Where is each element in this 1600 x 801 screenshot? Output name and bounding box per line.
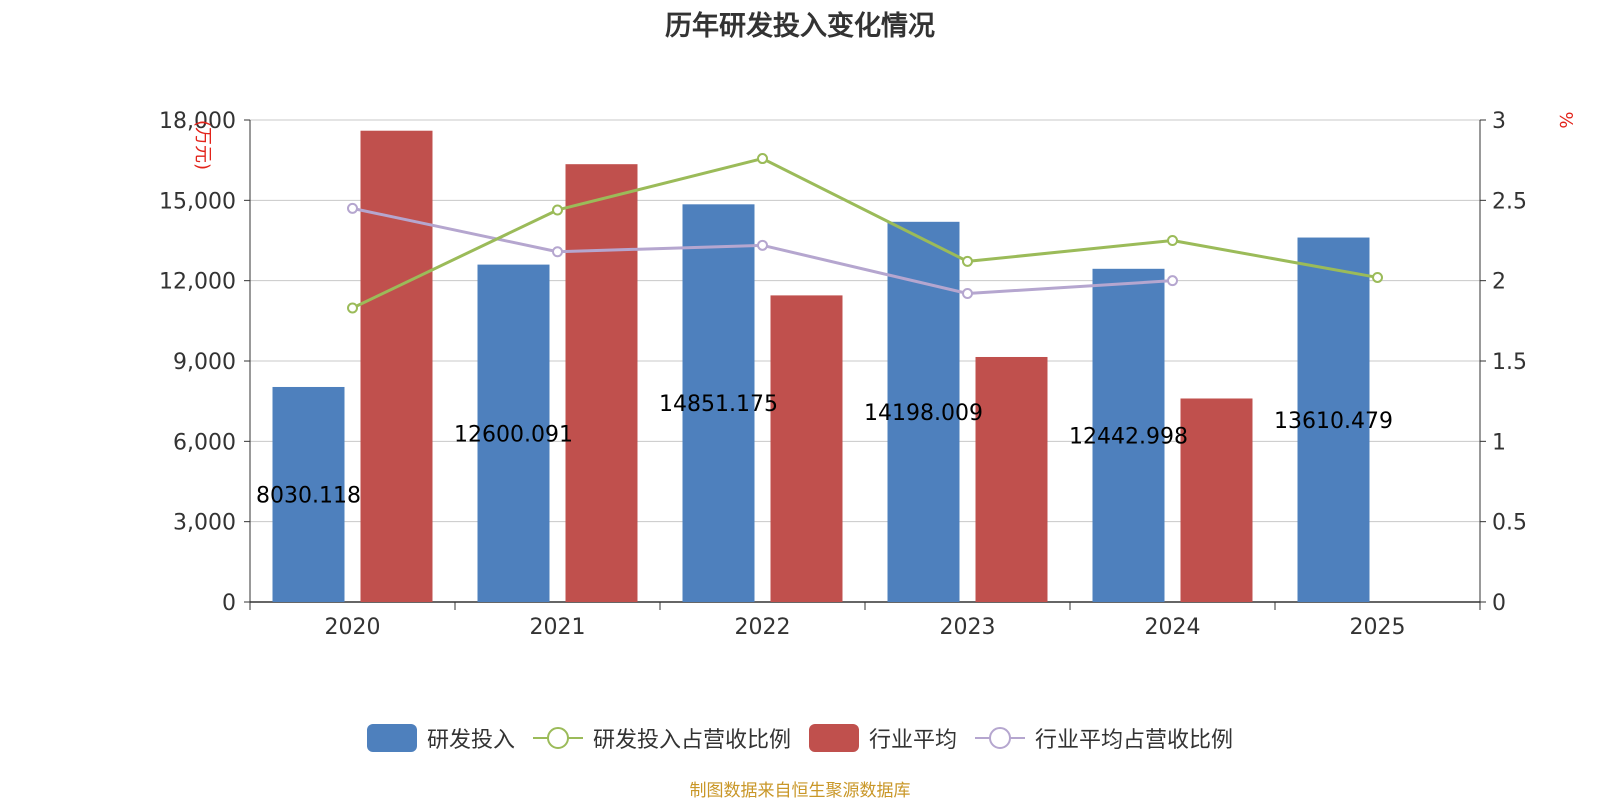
legend-item-industry[interactable]: 行业平均 [809,722,957,754]
point-rd-ratio-2023 [962,255,973,267]
y-right-tick-label: 2.5 [1492,189,1527,214]
data-label-rd-2023: 14198.009 [864,401,983,426]
bar-rd-2020 [272,386,345,602]
data-source-note: 制图数据来自恒生聚源数据库 [689,781,911,801]
point-rd-ratio-2024 [1167,235,1178,246]
point-industry-ratio-2021 [552,246,563,258]
data-label-rd-2020: 8030.118 [256,483,361,508]
x-tick-label: 2020 [325,615,381,640]
legend-label-industry-ratio: 行业平均占营收比例 [1035,728,1234,753]
x-tick-label: 2025 [1350,615,1406,640]
line-rd-ratio [351,157,1378,310]
x-tick-label: 2024 [1145,615,1201,640]
x-tick-label: 2021 [530,615,586,640]
y-left-tick-label: 15,000 [159,189,236,214]
bar-rd-2021 [477,264,550,602]
bar-industry-2023 [975,356,1048,602]
point-rd-ratio-2025 [1372,271,1383,283]
bar-industry-2022 [770,295,843,602]
y-right-tick-label: 1.5 [1492,350,1527,375]
legend-swatch-rd-ratio [532,724,583,752]
legend-label-industry: 行业平均 [869,728,958,753]
point-industry-ratio-2024 [1167,275,1178,287]
y-right-tick-label: 2 [1492,270,1506,295]
legend-swatch-industry [809,724,859,752]
chart-title: 历年研发投入变化情况 [665,11,935,42]
y-left-tick-label: 6,000 [173,430,236,455]
y-right-tick-label: 0 [1492,591,1506,616]
legend-swatch-rd [366,724,417,752]
data-label-rd-2025: 13610.479 [1274,409,1393,434]
point-industry-ratio-2020 [347,202,358,214]
bar-rd-2025 [1297,237,1370,602]
legend-label-rd: 研发投入 [426,728,515,753]
y-right-tick-label: 1 [1492,430,1506,455]
y-left-tick-label: 3,000 [173,511,236,536]
y-right-unit: % [1555,111,1576,128]
chart-legend: 研发投入 研发投入占营收比例 行业平均 行业平均占营收比例 [0,722,1600,754]
y-right-tick-label: 3 [1492,109,1506,134]
y-left-tick-label: 18,000 [159,109,236,134]
point-rd-ratio-2020 [347,302,358,314]
bar-rd-2024 [1092,268,1165,602]
x-tick-label: 2023 [940,615,996,640]
bar-rd-2022 [682,204,755,602]
y-right-tick-label: 0.5 [1492,511,1527,536]
point-industry-ratio-2023 [962,288,973,300]
legend-swatch-industry-ratio [975,724,1026,752]
point-rd-ratio-2021 [552,204,563,216]
bar-industry-2021 [565,164,638,602]
bar-industry-2020 [360,130,433,602]
legend-label-rd-ratio: 研发投入占营收比例 [592,728,791,753]
y-left-tick-label: 0 [222,591,236,616]
data-label-rd-2021: 12600.091 [454,422,573,447]
x-tick-label: 2022 [735,615,791,640]
legend-item-rd[interactable]: 研发投入 [366,722,515,754]
legend-item-rd-ratio[interactable]: 研发投入占营收比例 [532,722,791,754]
bar-industry-2024 [1180,398,1253,602]
legend-item-industry-ratio[interactable]: 行业平均占营收比例 [975,722,1233,754]
data-label-rd-2024: 12442.998 [1069,424,1188,449]
bar-rd-2023 [887,221,960,602]
point-industry-ratio-2022 [757,239,768,251]
y-left-tick-label: 12,000 [159,270,236,295]
data-label-rd-2022: 14851.175 [659,392,778,417]
y-left-tick-label: 9,000 [173,350,236,375]
y-left-unit: (万元) [192,120,213,170]
point-rd-ratio-2022 [757,153,768,165]
